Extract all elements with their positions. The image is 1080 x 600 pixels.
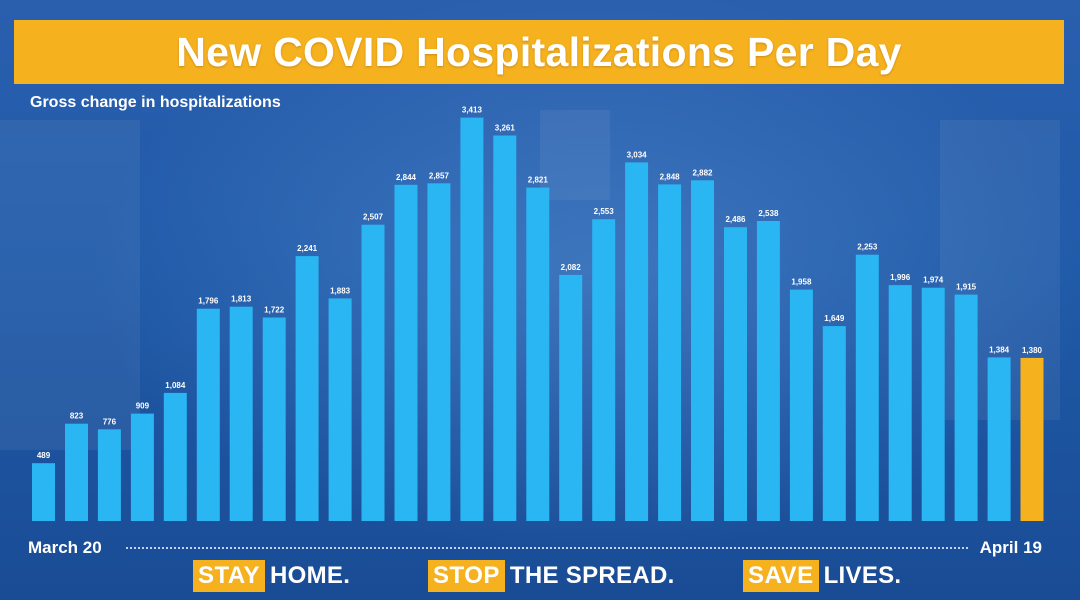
- bar-value-label-9: 2,241: [297, 244, 318, 253]
- bar-value-label-11: 2,507: [363, 213, 384, 222]
- bar-value-label-15: 3,261: [495, 124, 516, 133]
- bar-26: [855, 254, 879, 521]
- bar-11: [361, 224, 385, 521]
- bar-12: [394, 184, 418, 522]
- bar-value-label-7: 1,813: [231, 295, 252, 304]
- bar-value-label-31: 1,380: [1022, 346, 1043, 355]
- background-monitor: [540, 110, 610, 200]
- bar-20: [658, 184, 682, 521]
- bar-value-label-13: 2,857: [429, 171, 450, 180]
- bar-1: [32, 463, 55, 521]
- bar-value-label-29: 1,915: [956, 283, 977, 292]
- bar-value-label-30: 1,384: [989, 345, 1010, 354]
- bar-13: [427, 183, 451, 522]
- bar-value-label-23: 2,538: [758, 209, 779, 218]
- bar-4: [130, 413, 154, 521]
- bar-3: [97, 429, 121, 521]
- bar-24: [789, 289, 813, 521]
- slogan-bar: STAY HOME. STOP THE SPREAD. SAVE LIVES.: [0, 560, 1080, 594]
- bar-value-label-1: 489: [37, 451, 51, 460]
- bar-value-label-26: 2,253: [857, 243, 878, 252]
- x-axis-dotted-line: [126, 547, 968, 549]
- bar-value-label-2: 823: [70, 412, 84, 421]
- bar-value-label-12: 2,844: [396, 173, 417, 182]
- bar-value-label-10: 1,883: [330, 286, 351, 295]
- slogan-save-lives: SAVE LIVES.: [743, 560, 901, 592]
- bar-31: [1020, 357, 1044, 521]
- slogan-stay-home: STAY HOME.: [193, 560, 350, 592]
- bar-22: [724, 227, 747, 521]
- bar-19: [625, 162, 649, 521]
- bar-value-label-25: 1,649: [824, 314, 845, 323]
- bar-value-label-16: 2,821: [528, 176, 549, 185]
- bar-10: [328, 298, 352, 521]
- bar-value-label-20: 2,848: [660, 172, 681, 181]
- bar-6: [196, 308, 220, 521]
- slogan-text-spread: THE SPREAD.: [509, 562, 675, 589]
- bar-value-label-4: 909: [136, 402, 150, 411]
- chart-subtitle: Gross change in hospitalizations: [30, 94, 281, 111]
- bar-2: [65, 423, 88, 521]
- bar-value-label-19: 3,034: [627, 150, 648, 159]
- bar-5: [163, 392, 187, 521]
- bar-25: [822, 326, 846, 521]
- bar-value-label-24: 1,958: [791, 278, 812, 287]
- bar-value-label-8: 1,722: [264, 306, 285, 315]
- bar-8: [262, 317, 286, 521]
- bar-value-label-5: 1,084: [165, 381, 186, 390]
- bar-value-label-17: 2,082: [561, 263, 582, 272]
- bar-7: [229, 306, 253, 521]
- title-banner: New COVID Hospitalizations Per Day: [14, 20, 1064, 84]
- bar-14: [460, 117, 484, 521]
- bar-28: [921, 287, 945, 521]
- bar-27: [888, 285, 912, 521]
- bar-value-label-28: 1,974: [923, 276, 944, 285]
- bar-30: [987, 357, 1011, 521]
- slogan-tag-stay: STAY: [193, 560, 266, 592]
- slogan-tag-save: SAVE: [743, 560, 819, 592]
- bar-9: [295, 256, 319, 521]
- bar-21: [691, 180, 714, 522]
- slogan-stop-spread: STOP THE SPREAD.: [428, 560, 675, 592]
- bar-29: [954, 294, 978, 521]
- bar-18: [592, 219, 616, 521]
- bar-value-label-27: 1,996: [890, 273, 911, 282]
- x-axis-end-label: April 19: [979, 538, 1042, 557]
- bar-23: [756, 221, 780, 521]
- bar-16: [526, 187, 550, 521]
- bar-value-label-22: 2,486: [725, 215, 746, 224]
- slogan-tag-stop: STOP: [428, 560, 505, 592]
- bar-15: [493, 135, 517, 521]
- slogan-text-lives: LIVES.: [823, 562, 902, 589]
- bar-value-label-6: 1,796: [198, 297, 219, 306]
- bar-value-label-21: 2,882: [692, 168, 713, 177]
- slogan-text-home: HOME.: [270, 562, 351, 589]
- background-wall-panel: [0, 120, 140, 450]
- chart-title: New COVID Hospitalizations Per Day: [176, 28, 902, 75]
- x-axis-start-label: March 20: [28, 538, 102, 557]
- bar-value-label-18: 2,553: [594, 207, 615, 216]
- bar-value-label-3: 776: [103, 417, 117, 426]
- bar-value-label-14: 3,413: [462, 106, 483, 115]
- bar-17: [559, 274, 583, 521]
